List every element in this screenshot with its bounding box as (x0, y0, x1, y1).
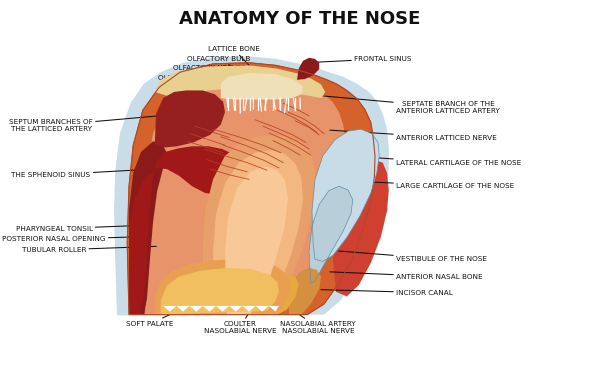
Polygon shape (155, 90, 225, 147)
Polygon shape (163, 306, 279, 312)
Polygon shape (225, 166, 288, 315)
Polygon shape (129, 141, 167, 315)
Text: OLFACTORY TRACT: OLFACTORY TRACT (158, 75, 231, 81)
Text: POSTERIOR NASAL OPENING: POSTERIOR NASAL OPENING (2, 236, 150, 242)
Text: THE SPHENOID SINUS: THE SPHENOID SINUS (11, 169, 150, 178)
Polygon shape (267, 274, 299, 315)
Polygon shape (213, 150, 303, 315)
Text: SEPTATE BRANCH OF THE
ANTERIOR LATTICED ARTERY: SEPTATE BRANCH OF THE ANTERIOR LATTICED … (324, 96, 500, 114)
Polygon shape (129, 146, 241, 315)
Text: COULTER
NASOLABIAL NERVE: COULTER NASOLABIAL NERVE (203, 312, 277, 334)
Text: LATTICE BONE: LATTICE BONE (208, 46, 260, 66)
Polygon shape (127, 63, 375, 315)
Polygon shape (161, 268, 279, 315)
Polygon shape (221, 73, 303, 100)
Polygon shape (333, 160, 389, 296)
Text: FRONTAL SINUS: FRONTAL SINUS (309, 56, 412, 63)
Text: ANTERIOR NASAL BONE: ANTERIOR NASAL BONE (330, 272, 482, 280)
Polygon shape (155, 259, 291, 315)
Text: INCISOR CANAL: INCISOR CANAL (321, 290, 453, 296)
Polygon shape (144, 74, 347, 315)
Text: ANATOMY OF THE NOSE: ANATOMY OF THE NOSE (179, 10, 421, 27)
Polygon shape (203, 135, 315, 315)
Text: LARGE CARTILAGE OF THE NOSE: LARGE CARTILAGE OF THE NOSE (345, 180, 514, 189)
Text: VESTIBULE OF THE NOSE: VESTIBULE OF THE NOSE (339, 251, 487, 262)
Polygon shape (309, 186, 353, 283)
Text: OLFACTORY BULB: OLFACTORY BULB (187, 56, 251, 71)
Polygon shape (312, 129, 379, 261)
Text: TUBULAR ROLLER: TUBULAR ROLLER (22, 246, 156, 253)
Text: OLFACTORY NERVES: OLFACTORY NERVES (173, 65, 247, 75)
Text: PHARYNGEAL TONSIL: PHARYNGEAL TONSIL (16, 225, 150, 232)
Polygon shape (155, 65, 325, 98)
Text: NASOLABIAL ARTERY
NASOLABIAL NERVE: NASOLABIAL ARTERY NASOLABIAL NERVE (280, 312, 356, 334)
Text: SOFT PALATE: SOFT PALATE (127, 310, 181, 327)
Text: LATERAL CARTILAGE OF THE NOSE: LATERAL CARTILAGE OF THE NOSE (339, 155, 521, 166)
Polygon shape (297, 58, 319, 80)
Polygon shape (114, 56, 389, 315)
Text: SEPTUM BRANCHES OF
THE LATTICED ARTERY: SEPTUM BRANCHES OF THE LATTICED ARTERY (9, 115, 168, 132)
Text: ANTERIOR LATTICED NERVE: ANTERIOR LATTICED NERVE (330, 130, 497, 141)
Polygon shape (288, 268, 321, 315)
